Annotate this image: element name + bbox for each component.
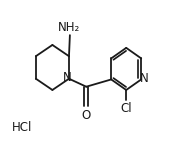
Text: N: N	[140, 72, 149, 85]
Text: NH₂: NH₂	[58, 21, 80, 34]
Text: N: N	[62, 71, 71, 84]
Text: Cl: Cl	[120, 102, 132, 115]
Text: O: O	[82, 109, 91, 122]
Text: HCl: HCl	[11, 121, 32, 134]
